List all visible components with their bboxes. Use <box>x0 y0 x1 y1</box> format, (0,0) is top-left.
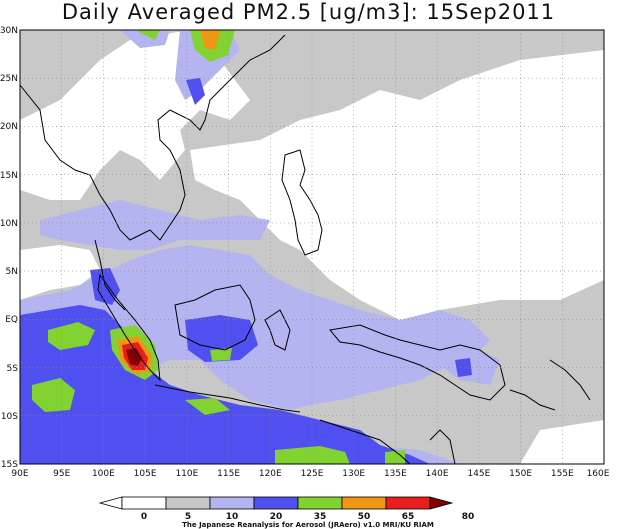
colorbar-swatch <box>341 496 387 510</box>
gridlines <box>20 30 604 464</box>
colorbar-swatch <box>165 496 211 510</box>
colorbar-label: 20 <box>270 512 283 522</box>
map-title: Daily Averaged PM2.5 [ug/m3]: 15Sep2011 <box>61 0 556 24</box>
colorbar-label: 50 <box>358 512 371 522</box>
lat-label: EQ <box>5 315 18 325</box>
latitude-labels: 30N 25N 20N 15N 10N 5N EQ 5S 10S 15S <box>0 26 18 470</box>
colorbar-label: 65 <box>402 512 415 522</box>
pm25-50-65-region <box>32 378 75 412</box>
lon-label: 95E <box>53 469 70 479</box>
lon-label: 100E <box>92 469 115 479</box>
colorbar-label: 0 <box>141 512 147 522</box>
lon-label: 150E <box>509 469 532 479</box>
coastlines <box>20 34 591 464</box>
pm25-50-65-region <box>210 348 232 361</box>
clean-air-region <box>190 50 604 320</box>
colorbar-label: 35 <box>314 512 327 522</box>
lon-label: 110E <box>175 469 198 479</box>
colorbar-label: 5 <box>185 512 191 522</box>
lat-label: 30N <box>0 26 18 36</box>
lat-label: 15S <box>1 460 18 470</box>
pm25-50-65-region <box>275 446 350 464</box>
pm25-max-region <box>126 348 142 366</box>
pm25-50-65-region <box>385 450 405 464</box>
lon-label: 130E <box>342 469 365 479</box>
lon-label: 120E <box>259 469 282 479</box>
pm25-20-35-region <box>20 245 490 410</box>
lat-label: 25N <box>0 74 18 84</box>
lon-label: 125E <box>301 469 324 479</box>
lat-label: 15N <box>0 171 18 181</box>
colorbar-swatch <box>297 496 343 510</box>
lat-label: 5N <box>6 267 18 277</box>
lat-label: 10N <box>0 219 18 229</box>
clean-air-region <box>20 245 100 300</box>
pm25-50-65-region <box>48 322 95 350</box>
lat-label: 20N <box>0 122 18 132</box>
lat-label: 5S <box>7 364 19 374</box>
lon-label: 155E <box>551 469 574 479</box>
longitude-labels: 90E 95E 100E 105E 110E 115E 120E 125E 13… <box>11 469 609 479</box>
pm25-fields <box>20 30 604 464</box>
map-frame <box>19 29 605 465</box>
pm25-35-50-region <box>186 78 205 105</box>
colorbar-label: 10 <box>226 512 239 522</box>
colorbar-swatch <box>253 496 299 510</box>
lon-label: 145E <box>467 469 490 479</box>
colorbar-low-arrow <box>98 496 123 510</box>
colorbar-swatch <box>385 496 431 510</box>
lon-label: 105E <box>134 469 157 479</box>
lon-label: 140E <box>426 469 449 479</box>
lat-label: 10S <box>1 412 18 422</box>
pm25-35-50-region <box>455 358 472 377</box>
colorbar-swatch <box>209 496 255 510</box>
colorbar-high-arrow <box>429 496 454 510</box>
colorbar-caption: The Japanese Reanalysis for Aerosol (JRA… <box>182 521 434 529</box>
pm25-20-35-region <box>40 200 270 250</box>
lon-label: 115E <box>217 469 240 479</box>
colorbar-swatch <box>121 496 167 510</box>
colorbar: 0 5 10 20 35 50 65 80 The Japanese Reana… <box>98 496 475 529</box>
lon-label: 160E <box>587 469 610 479</box>
colorbar-label: 80 <box>462 512 475 522</box>
pm25-50-65-region <box>135 30 160 40</box>
pm25-35-50-region <box>185 315 258 362</box>
lon-label: 90E <box>11 469 28 479</box>
pm25-65-80-region <box>200 30 220 50</box>
lon-label: 135E <box>384 469 407 479</box>
pm25-50-65-region <box>185 398 230 415</box>
